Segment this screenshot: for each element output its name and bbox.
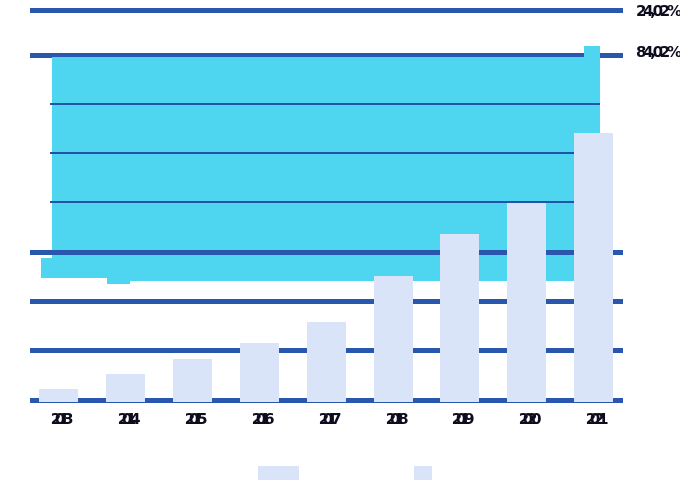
gridline <box>30 8 623 13</box>
right-axis-label-bottom: 84,02% <box>636 43 680 61</box>
right-axis-label-top: 24,02% <box>636 2 680 20</box>
bar-2017 <box>307 322 346 402</box>
bar-2020 <box>507 203 546 402</box>
bar-2016 <box>240 343 279 402</box>
x-axis-label-2020: 2020 <box>518 410 542 428</box>
gridline <box>30 53 623 58</box>
legend-swatch-small <box>414 466 432 480</box>
x-axis-label-2013: 2013 <box>50 410 74 428</box>
bar-2013 <box>39 389 78 402</box>
x-axis-label-2021: 2021 <box>585 410 609 428</box>
x-axis-label-2016: 2016 <box>251 410 275 428</box>
x-axis-label-2019: 2019 <box>451 410 475 428</box>
bar-2021 <box>574 133 613 402</box>
x-axis-label-2018: 2018 <box>385 410 409 428</box>
bar-2018 <box>374 276 413 402</box>
cyan-area-polygon <box>41 46 600 284</box>
grid-overlay-line <box>50 201 600 203</box>
legend-swatch-wide <box>258 466 299 480</box>
x-axis-label-2015: 2015 <box>184 410 208 428</box>
bar-2019 <box>440 234 479 402</box>
x-axis-label-2017: 2017 <box>318 410 342 428</box>
grid-overlay-line <box>50 152 600 154</box>
grid-overlay-line-thick <box>30 250 623 255</box>
grid-overlay-line <box>50 103 600 105</box>
bar-2015 <box>173 359 212 402</box>
gridline <box>30 299 623 304</box>
x-axis-label-2014: 2014 <box>117 410 141 428</box>
bar-2014 <box>106 374 145 402</box>
